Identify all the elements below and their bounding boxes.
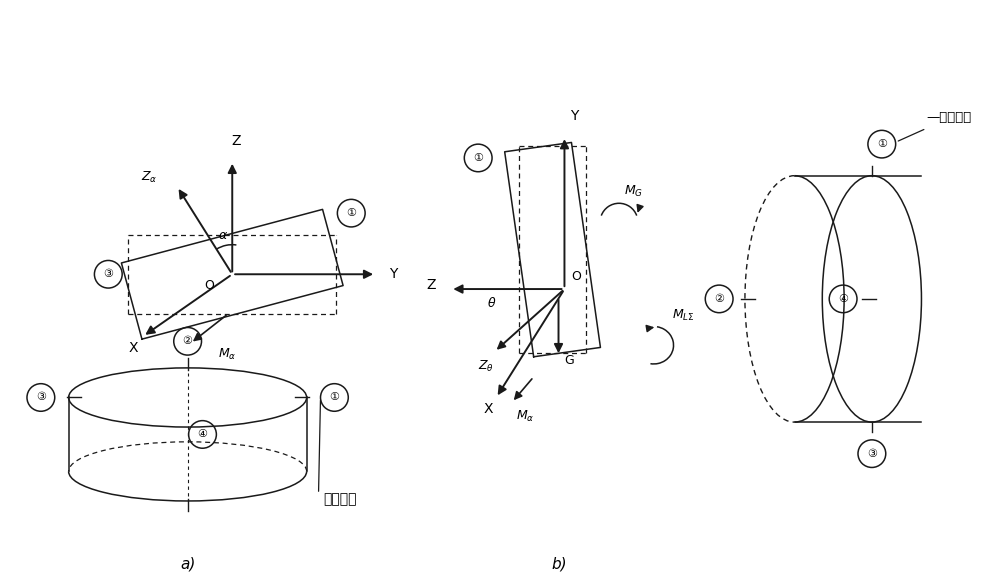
Text: X: X (483, 402, 493, 416)
Text: $M_\alpha$: $M_\alpha$ (516, 409, 534, 424)
Text: —测量位置: —测量位置 (926, 112, 972, 124)
Text: 测量位置: 测量位置 (323, 492, 357, 506)
Text: O: O (205, 279, 214, 292)
Text: $M_{L\Sigma}$: $M_{L\Sigma}$ (672, 308, 694, 323)
Text: ③: ③ (36, 392, 46, 402)
Text: ④: ④ (838, 294, 848, 304)
Text: ②: ② (714, 294, 724, 304)
Text: $M_\alpha$: $M_\alpha$ (218, 347, 237, 362)
Text: Z: Z (231, 134, 241, 148)
Text: G: G (564, 354, 574, 367)
Text: $\theta$: $\theta$ (487, 296, 497, 310)
Text: ①: ① (473, 153, 483, 163)
Text: $Z_\alpha$: $Z_\alpha$ (141, 169, 157, 185)
Text: $\alpha$: $\alpha$ (218, 229, 228, 242)
Text: ④: ④ (198, 429, 208, 439)
Text: Y: Y (389, 267, 397, 281)
Text: ③: ③ (867, 449, 877, 458)
Text: X: X (128, 341, 138, 355)
Text: ①: ① (877, 139, 887, 149)
Text: b): b) (552, 556, 567, 571)
Text: O: O (571, 270, 581, 283)
Text: Z: Z (426, 278, 436, 292)
Text: ①: ① (346, 208, 356, 218)
Text: Y: Y (570, 109, 579, 123)
Text: a): a) (180, 556, 195, 571)
Text: $Z_\theta$: $Z_\theta$ (478, 359, 495, 374)
Text: ②: ② (183, 336, 193, 346)
Text: ①: ① (329, 392, 339, 402)
Text: $M_G$: $M_G$ (624, 185, 643, 200)
Text: ③: ③ (103, 269, 113, 279)
